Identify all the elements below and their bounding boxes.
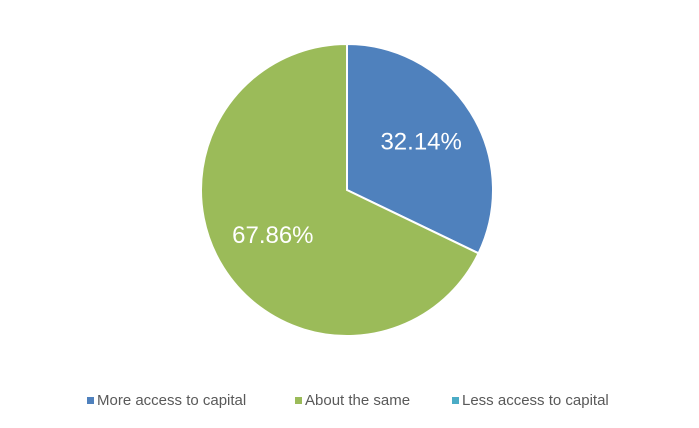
pie-slice [200, 42, 480, 337]
legend-swatch [87, 397, 94, 404]
legend-swatch [452, 397, 459, 404]
legend-swatch [295, 397, 302, 404]
legend-label: More access to capital [97, 392, 246, 409]
legend-label: About the same [305, 392, 410, 409]
data-label: 32.14% [380, 129, 461, 156]
data-label: 67.86% [232, 222, 313, 249]
legend-label: Less access to capital [462, 392, 609, 409]
pie-slice [346, 42, 494, 255]
